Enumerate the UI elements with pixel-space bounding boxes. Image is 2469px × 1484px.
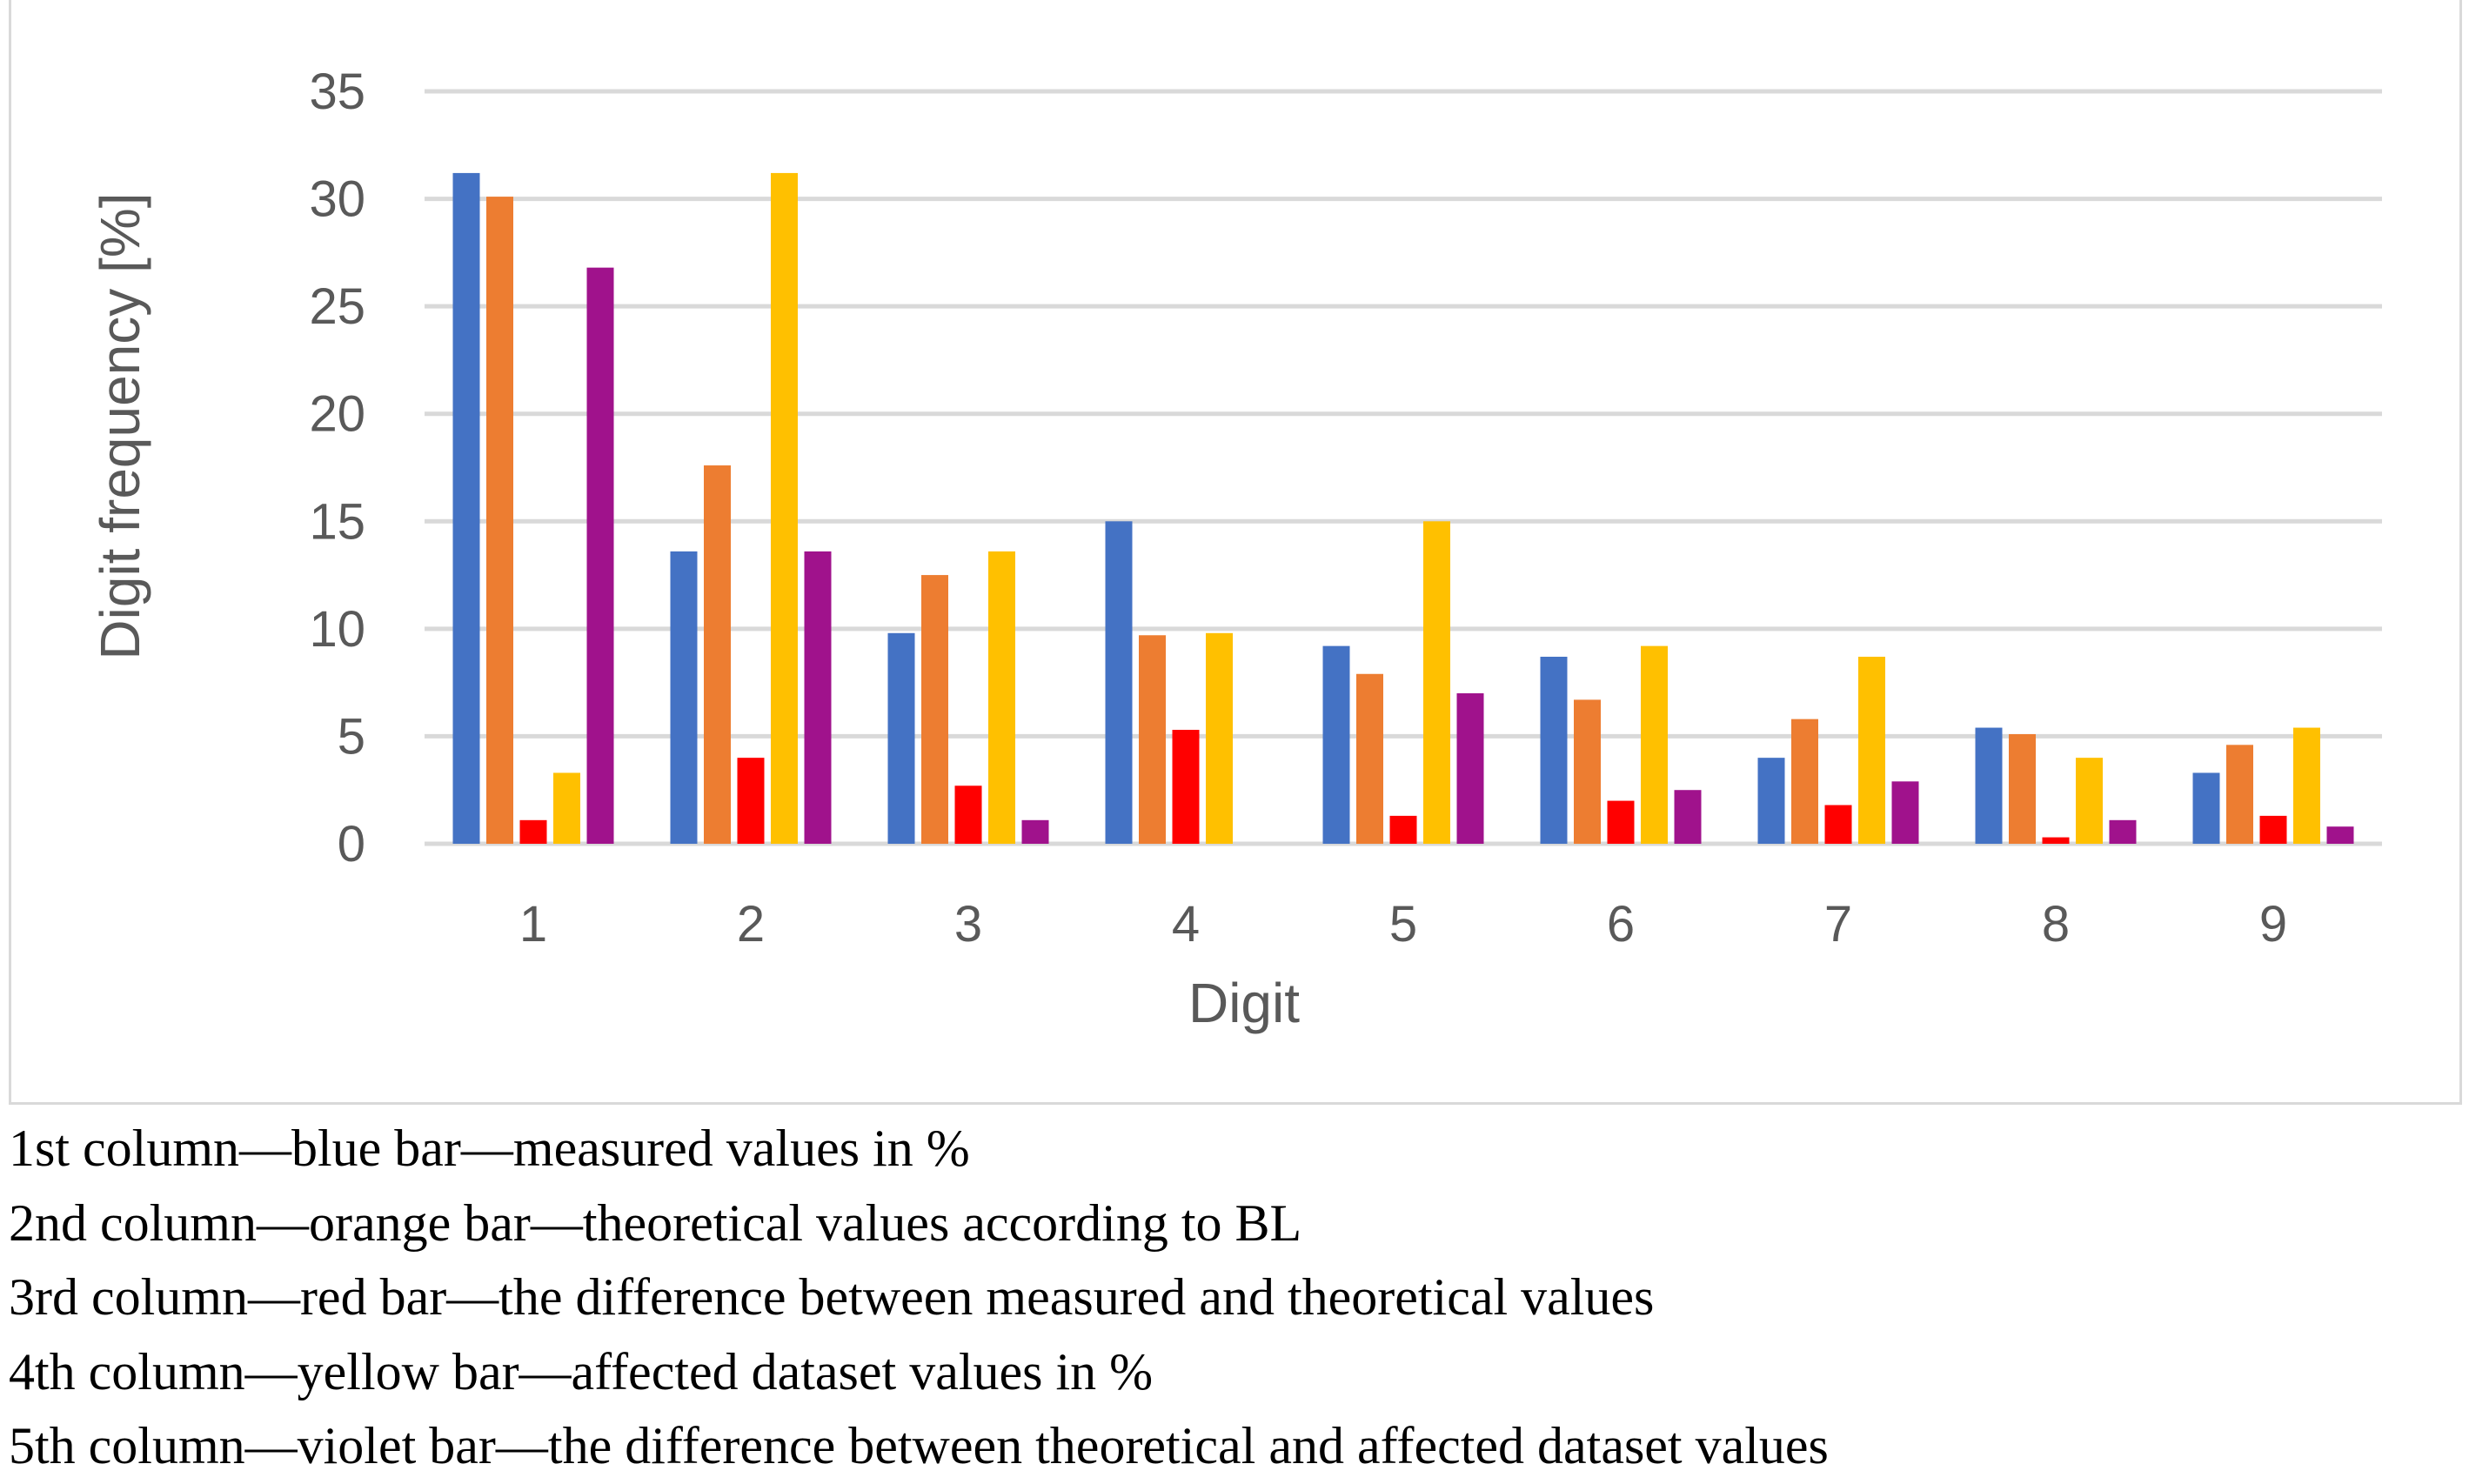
x-tick-label: 8	[2042, 896, 2070, 953]
caption-line-1: 1st column—blue bar—measured values in %	[9, 1120, 970, 1177]
bar-digit-8-series-2	[2009, 733, 2036, 844]
bar-digit-7-series-5	[1891, 781, 1919, 844]
bar-digit-7-series-2	[1791, 719, 1818, 844]
bar-digit-5-series-2	[1356, 673, 1383, 844]
y-axis-title: Digit frequency [%]	[89, 192, 151, 659]
y-tick-label: 10	[309, 601, 365, 658]
y-tick-label: 35	[309, 64, 365, 120]
bar-digit-4-series-1	[1105, 521, 1133, 844]
caption-line-5: 5th column—violet bar—the difference bet…	[9, 1417, 1829, 1474]
bar-digit-9-series-5	[2326, 826, 2354, 844]
x-tick-label: 1	[519, 896, 547, 953]
bar-digit-5-series-1	[1322, 645, 1350, 844]
y-axis-ticks: 0 5 10 15 20 25 30 35	[309, 64, 365, 872]
x-tick-label: 4	[1172, 896, 1200, 953]
bar-digit-6-series-2	[1574, 699, 1601, 844]
bar-digit-8-series-4	[2076, 758, 2103, 844]
caption-line-2: 2nd column—orange bar—theoretical values…	[9, 1193, 1302, 1252]
bar-digit-1-series-2	[486, 197, 513, 845]
bar-digit-2-series-3	[737, 758, 765, 844]
x-tick-label: 6	[1607, 896, 1635, 953]
bar-digit-4-series-4	[1206, 632, 1233, 844]
bar-digit-1-series-3	[519, 819, 547, 844]
bar-chart: 0 5 10 15 20 25 30 35 1 2 3 4 5 6 7 8 9 Digit Digit fre…	[89, 64, 2382, 1034]
bar-digit-3-series-3	[954, 785, 982, 844]
bar-digit-8-series-5	[2109, 819, 2137, 844]
bar-digit-4-series-3	[1172, 730, 1200, 844]
bar-digit-9-series-2	[2226, 745, 2253, 844]
bar-digit-1-series-5	[586, 267, 614, 845]
bar-digit-9-series-3	[2259, 815, 2287, 844]
x-tick-label: 2	[737, 896, 765, 953]
caption-line-3: 3rd column—red bar—the difference betwee…	[9, 1268, 1655, 1326]
bar-digit-3-series-5	[1021, 819, 1049, 844]
bar-digit-2-series-4	[771, 172, 798, 844]
y-tick-label: 0	[338, 816, 365, 872]
bar-digit-8-series-3	[2042, 837, 2070, 844]
y-tick-label: 5	[338, 708, 365, 765]
x-tick-label: 9	[2259, 896, 2287, 953]
bar-digit-9-series-4	[2293, 727, 2320, 844]
bar-digit-1-series-4	[553, 772, 580, 844]
bar-digit-4-series-2	[1139, 635, 1166, 844]
bar-digit-6-series-4	[1641, 645, 1668, 844]
bar-digit-3-series-2	[921, 575, 948, 844]
x-tick-label: 5	[1389, 896, 1417, 953]
bars	[452, 172, 2354, 845]
bar-digit-6-series-1	[1540, 656, 1568, 844]
x-axis-title: Digit	[1188, 972, 1300, 1034]
bar-digit-7-series-4	[1858, 656, 1885, 844]
bar-digit-2-series-5	[804, 551, 832, 844]
x-axis-ticks: 1 2 3 4 5 6 7 8 9	[519, 896, 2287, 953]
x-tick-label: 3	[954, 896, 982, 953]
bar-digit-7-series-3	[1824, 805, 1852, 844]
bar-digit-6-series-5	[1674, 790, 1702, 844]
bar-digit-3-series-1	[887, 632, 915, 844]
bar-digit-1-series-1	[452, 172, 480, 844]
y-tick-label: 25	[309, 278, 365, 335]
y-tick-label: 15	[309, 493, 365, 550]
bar-digit-2-series-2	[704, 465, 731, 844]
bar-digit-3-series-4	[988, 551, 1015, 844]
bar-digit-5-series-3	[1389, 815, 1417, 844]
bar-digit-7-series-1	[1757, 758, 1785, 844]
legend-caption: 1st column—blue bar—measured values in %…	[9, 1112, 2453, 1484]
x-tick-label: 7	[1824, 896, 1852, 953]
bar-digit-6-series-3	[1607, 800, 1635, 844]
bar-digit-5-series-4	[1423, 521, 1450, 844]
bar-digit-8-series-1	[1975, 727, 2003, 844]
bar-digit-2-series-1	[670, 551, 698, 844]
bar-digit-5-series-5	[1456, 693, 1484, 844]
caption-line-4: 4th column—yellow bar—affected dataset v…	[9, 1342, 1154, 1400]
chart-frame	[9, 0, 2462, 1105]
y-tick-label: 30	[309, 171, 365, 228]
y-tick-label: 20	[309, 386, 365, 443]
bar-digit-9-series-1	[2192, 772, 2220, 844]
